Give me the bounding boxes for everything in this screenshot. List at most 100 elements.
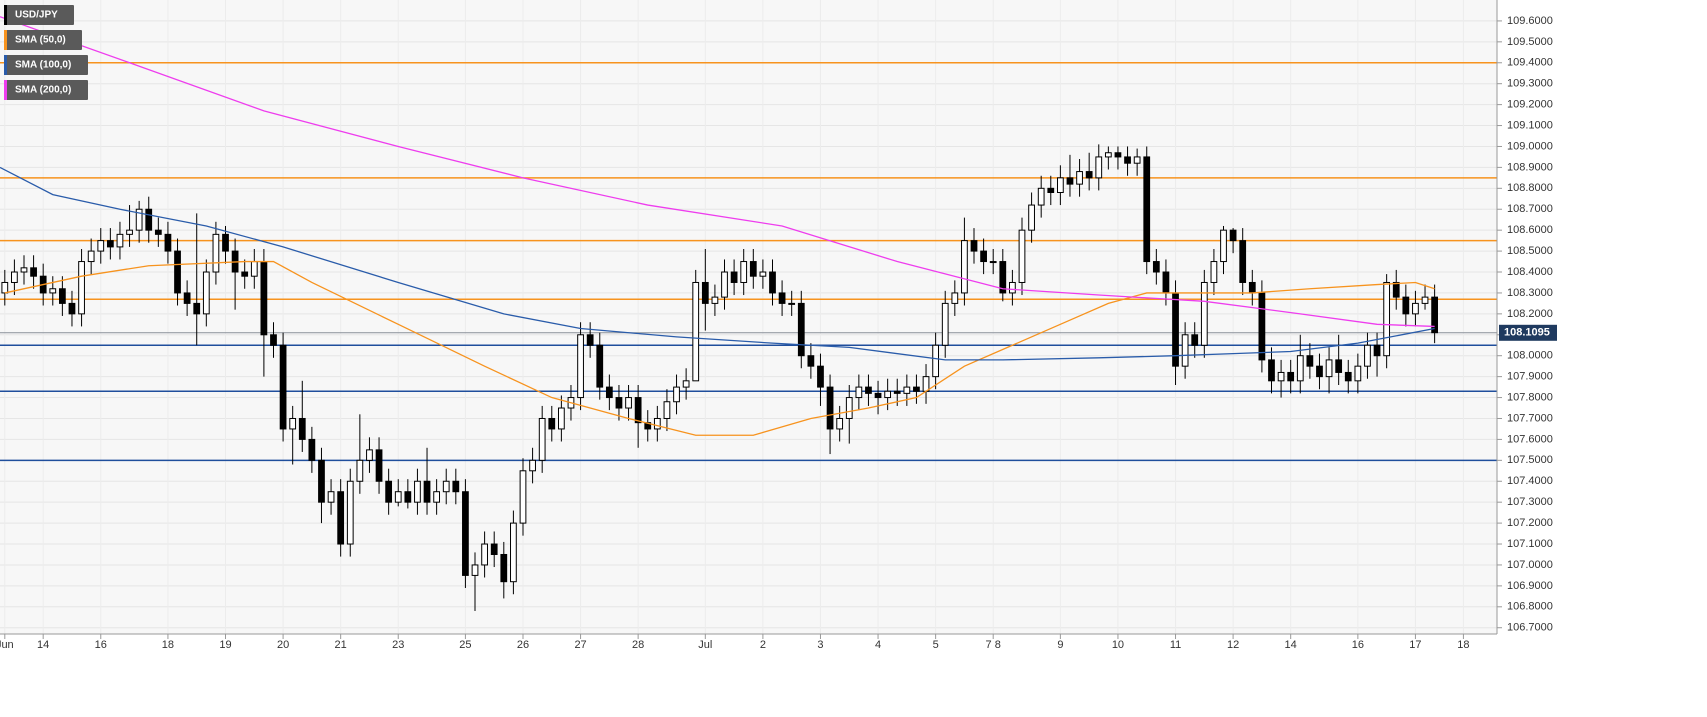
candle-body — [740, 261, 748, 283]
candle-body — [1277, 371, 1285, 382]
candle-body — [884, 390, 892, 399]
legend-swatch — [4, 80, 7, 100]
candle-body — [1009, 281, 1016, 294]
candle-body — [682, 380, 690, 388]
candle-body — [941, 302, 949, 346]
candle-body — [58, 288, 66, 304]
candle-body — [1085, 171, 1093, 179]
candle-body — [1076, 171, 1083, 185]
candle-body — [1162, 271, 1170, 294]
candle-body — [893, 390, 901, 394]
x-tick-label: 23 — [392, 639, 404, 651]
candle-body — [605, 386, 613, 399]
candle-body — [538, 417, 546, 461]
candle-body — [126, 229, 133, 235]
candle-body — [174, 250, 181, 294]
y-tick-label: 108.3000 — [1507, 287, 1553, 299]
candle-body — [366, 449, 373, 461]
candle-body — [279, 344, 287, 430]
candle-body — [404, 491, 412, 503]
legend-swatch — [4, 5, 7, 25]
candle-body — [346, 480, 354, 545]
x-tick-label: 12 — [1227, 639, 1239, 651]
sma-line — [0, 16, 1435, 328]
candle-body — [1421, 296, 1429, 304]
candle-body — [1258, 292, 1266, 361]
candle-body — [1066, 177, 1074, 185]
y-tick-label: 107.8000 — [1507, 391, 1553, 403]
legend-box — [4, 5, 74, 25]
candle-body — [970, 240, 978, 252]
candle-body — [989, 261, 997, 264]
candle-body — [1306, 355, 1314, 367]
candle-body — [1047, 187, 1055, 194]
candle-body — [759, 271, 767, 277]
candle-body — [1191, 334, 1199, 346]
candle-body — [1316, 365, 1323, 378]
candle-body — [164, 233, 172, 252]
candle-body — [596, 344, 604, 388]
candle-body — [817, 365, 824, 388]
candle-body — [97, 240, 105, 252]
candle-body — [730, 271, 738, 283]
candle-body — [980, 250, 987, 263]
x-tick-label: 3 — [817, 639, 823, 651]
y-tick-label: 108.8000 — [1507, 182, 1553, 194]
candle-body — [1152, 261, 1160, 273]
y-tick-label: 109.3000 — [1507, 78, 1553, 90]
plot-area — [0, 0, 1497, 634]
candle-body — [663, 401, 671, 419]
candle-body — [241, 271, 249, 277]
candle-body — [673, 386, 680, 403]
candle-body — [1018, 229, 1026, 283]
x-tick-label: 19 — [219, 639, 231, 651]
x-tick-label: 2 — [760, 639, 766, 651]
candle-body — [337, 491, 345, 545]
y-tick-label: 107.7000 — [1507, 412, 1553, 424]
candle-body — [394, 491, 402, 503]
candle-body — [471, 564, 479, 576]
candle-body — [807, 355, 815, 367]
candle-body — [1114, 152, 1122, 158]
candle-body — [414, 480, 421, 503]
candle-body — [999, 261, 1007, 294]
candle-body — [865, 386, 872, 394]
y-tick-label: 109.6000 — [1507, 15, 1553, 27]
legend-label: SMA (50,0) — [15, 35, 66, 46]
candle-body — [711, 296, 719, 304]
x-tick-label: 18 — [1457, 639, 1469, 651]
candle-body — [1095, 156, 1103, 179]
y-tick-label: 107.0000 — [1507, 559, 1553, 571]
legend-swatch — [4, 55, 7, 75]
candle-body — [1296, 355, 1304, 382]
candle-body — [1392, 281, 1400, 298]
y-tick-label: 109.4000 — [1507, 57, 1553, 69]
candle-body — [519, 470, 527, 524]
y-tick-label: 107.4000 — [1507, 475, 1553, 487]
candle-body — [1383, 281, 1391, 357]
candle-body — [1335, 359, 1343, 373]
legend-label: USD/JPY — [15, 10, 58, 21]
y-tick-label: 108.2000 — [1507, 308, 1553, 320]
candle-body — [30, 267, 37, 277]
candle-body — [1364, 344, 1371, 367]
candle-body — [788, 302, 796, 305]
y-tick-label: 107.1000 — [1507, 538, 1553, 550]
sma-line — [0, 166, 1435, 361]
legend-swatch — [4, 30, 7, 50]
candle-body — [1143, 156, 1151, 263]
x-tick-label: 9 — [1057, 639, 1063, 651]
x-tick-label: 16 — [1352, 639, 1364, 651]
candle-body — [1104, 152, 1112, 158]
candle-body — [586, 334, 594, 346]
candle-body — [1133, 156, 1141, 164]
sma-line — [4, 260, 1435, 436]
y-tick-label: 107.9000 — [1507, 371, 1553, 383]
x-tick-label: 4 — [875, 639, 881, 651]
x-tick-label: 16 — [95, 639, 107, 651]
candle-body — [701, 281, 709, 304]
y-tick-label: 109.0000 — [1507, 140, 1553, 152]
candle-body — [308, 438, 316, 461]
candle-body — [845, 397, 853, 419]
